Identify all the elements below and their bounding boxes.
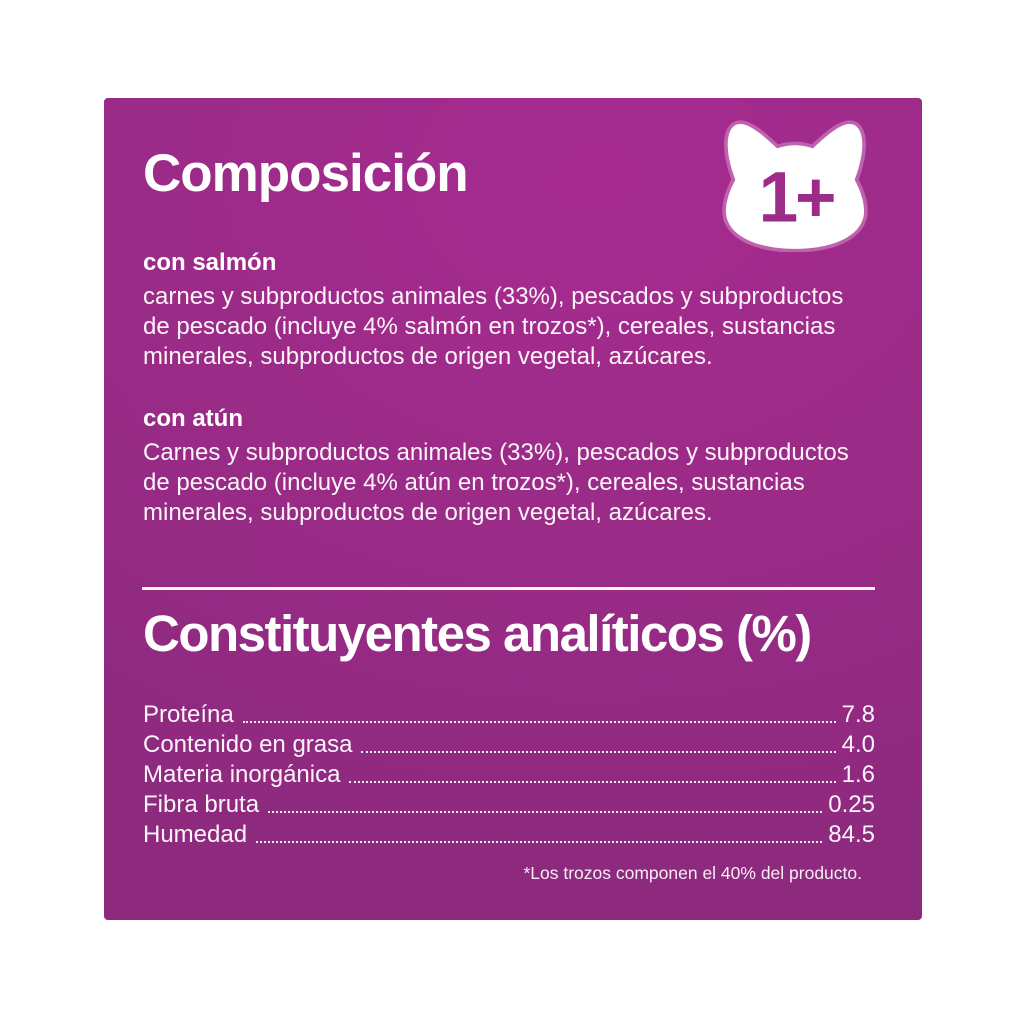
row-label: Fibra bruta [143, 791, 260, 818]
section-divider [142, 587, 875, 590]
dot-leader [256, 841, 823, 843]
row-label: Humedad [143, 821, 248, 848]
section-salmon-line: de pescado (incluye 4% salmón en trozos*… [143, 313, 836, 340]
analytics-table: Proteína 7.8 Contenido en grasa 4.0 Mate… [143, 700, 875, 850]
row-label: Materia inorgánica [143, 761, 341, 788]
age-badge: 1+ [716, 116, 874, 252]
composition-panel: Composición 1+ con salmón carnes y subpr… [104, 98, 922, 920]
footnote: *Los trozos componen el 40% del producto… [523, 863, 862, 883]
section-atun: con atún Carnes y subproductos animales … [143, 404, 849, 528]
section-salmon-line: minerales, subproductos de origen vegeta… [143, 343, 713, 370]
page-title: Composición [143, 144, 469, 203]
analytics-title: Constituyentes analíticos (%) [143, 605, 812, 662]
dot-leader [242, 721, 836, 723]
age-badge-label: 1+ [759, 159, 834, 238]
cat-head-icon: 1+ [722, 120, 868, 252]
row-value: 7.8 [841, 701, 875, 728]
table-row: Materia inorgánica 1.6 [143, 760, 875, 790]
section-salmon-heading: con salmón [143, 249, 277, 276]
section-salmon: con salmón carnes y subproductos animale… [143, 248, 843, 372]
section-atun-heading: con atún [143, 405, 243, 432]
section-atun-line: minerales, subproductos de origen vegeta… [143, 499, 713, 526]
dot-leader [361, 751, 836, 753]
table-row: Proteína 7.8 [143, 700, 875, 730]
section-atun-line: Carnes y subproductos animales (33%), pe… [143, 439, 849, 466]
row-value: 1.6 [841, 761, 875, 788]
row-label: Proteína [143, 701, 234, 728]
row-value: 4.0 [841, 731, 875, 758]
row-value: 84.5 [828, 821, 875, 848]
section-atun-line: de pescado (incluye 4% atún en trozos*),… [143, 469, 805, 496]
table-row: Fibra bruta 0.25 [143, 790, 875, 820]
table-row: Humedad 84.5 [143, 820, 875, 850]
row-label: Contenido en grasa [143, 731, 353, 758]
dot-leader [349, 781, 836, 783]
table-row: Contenido en grasa 4.0 [143, 730, 875, 760]
section-salmon-line: carnes y subproductos animales (33%), pe… [143, 283, 844, 310]
dot-leader [268, 811, 823, 813]
row-value: 0.25 [828, 791, 875, 818]
